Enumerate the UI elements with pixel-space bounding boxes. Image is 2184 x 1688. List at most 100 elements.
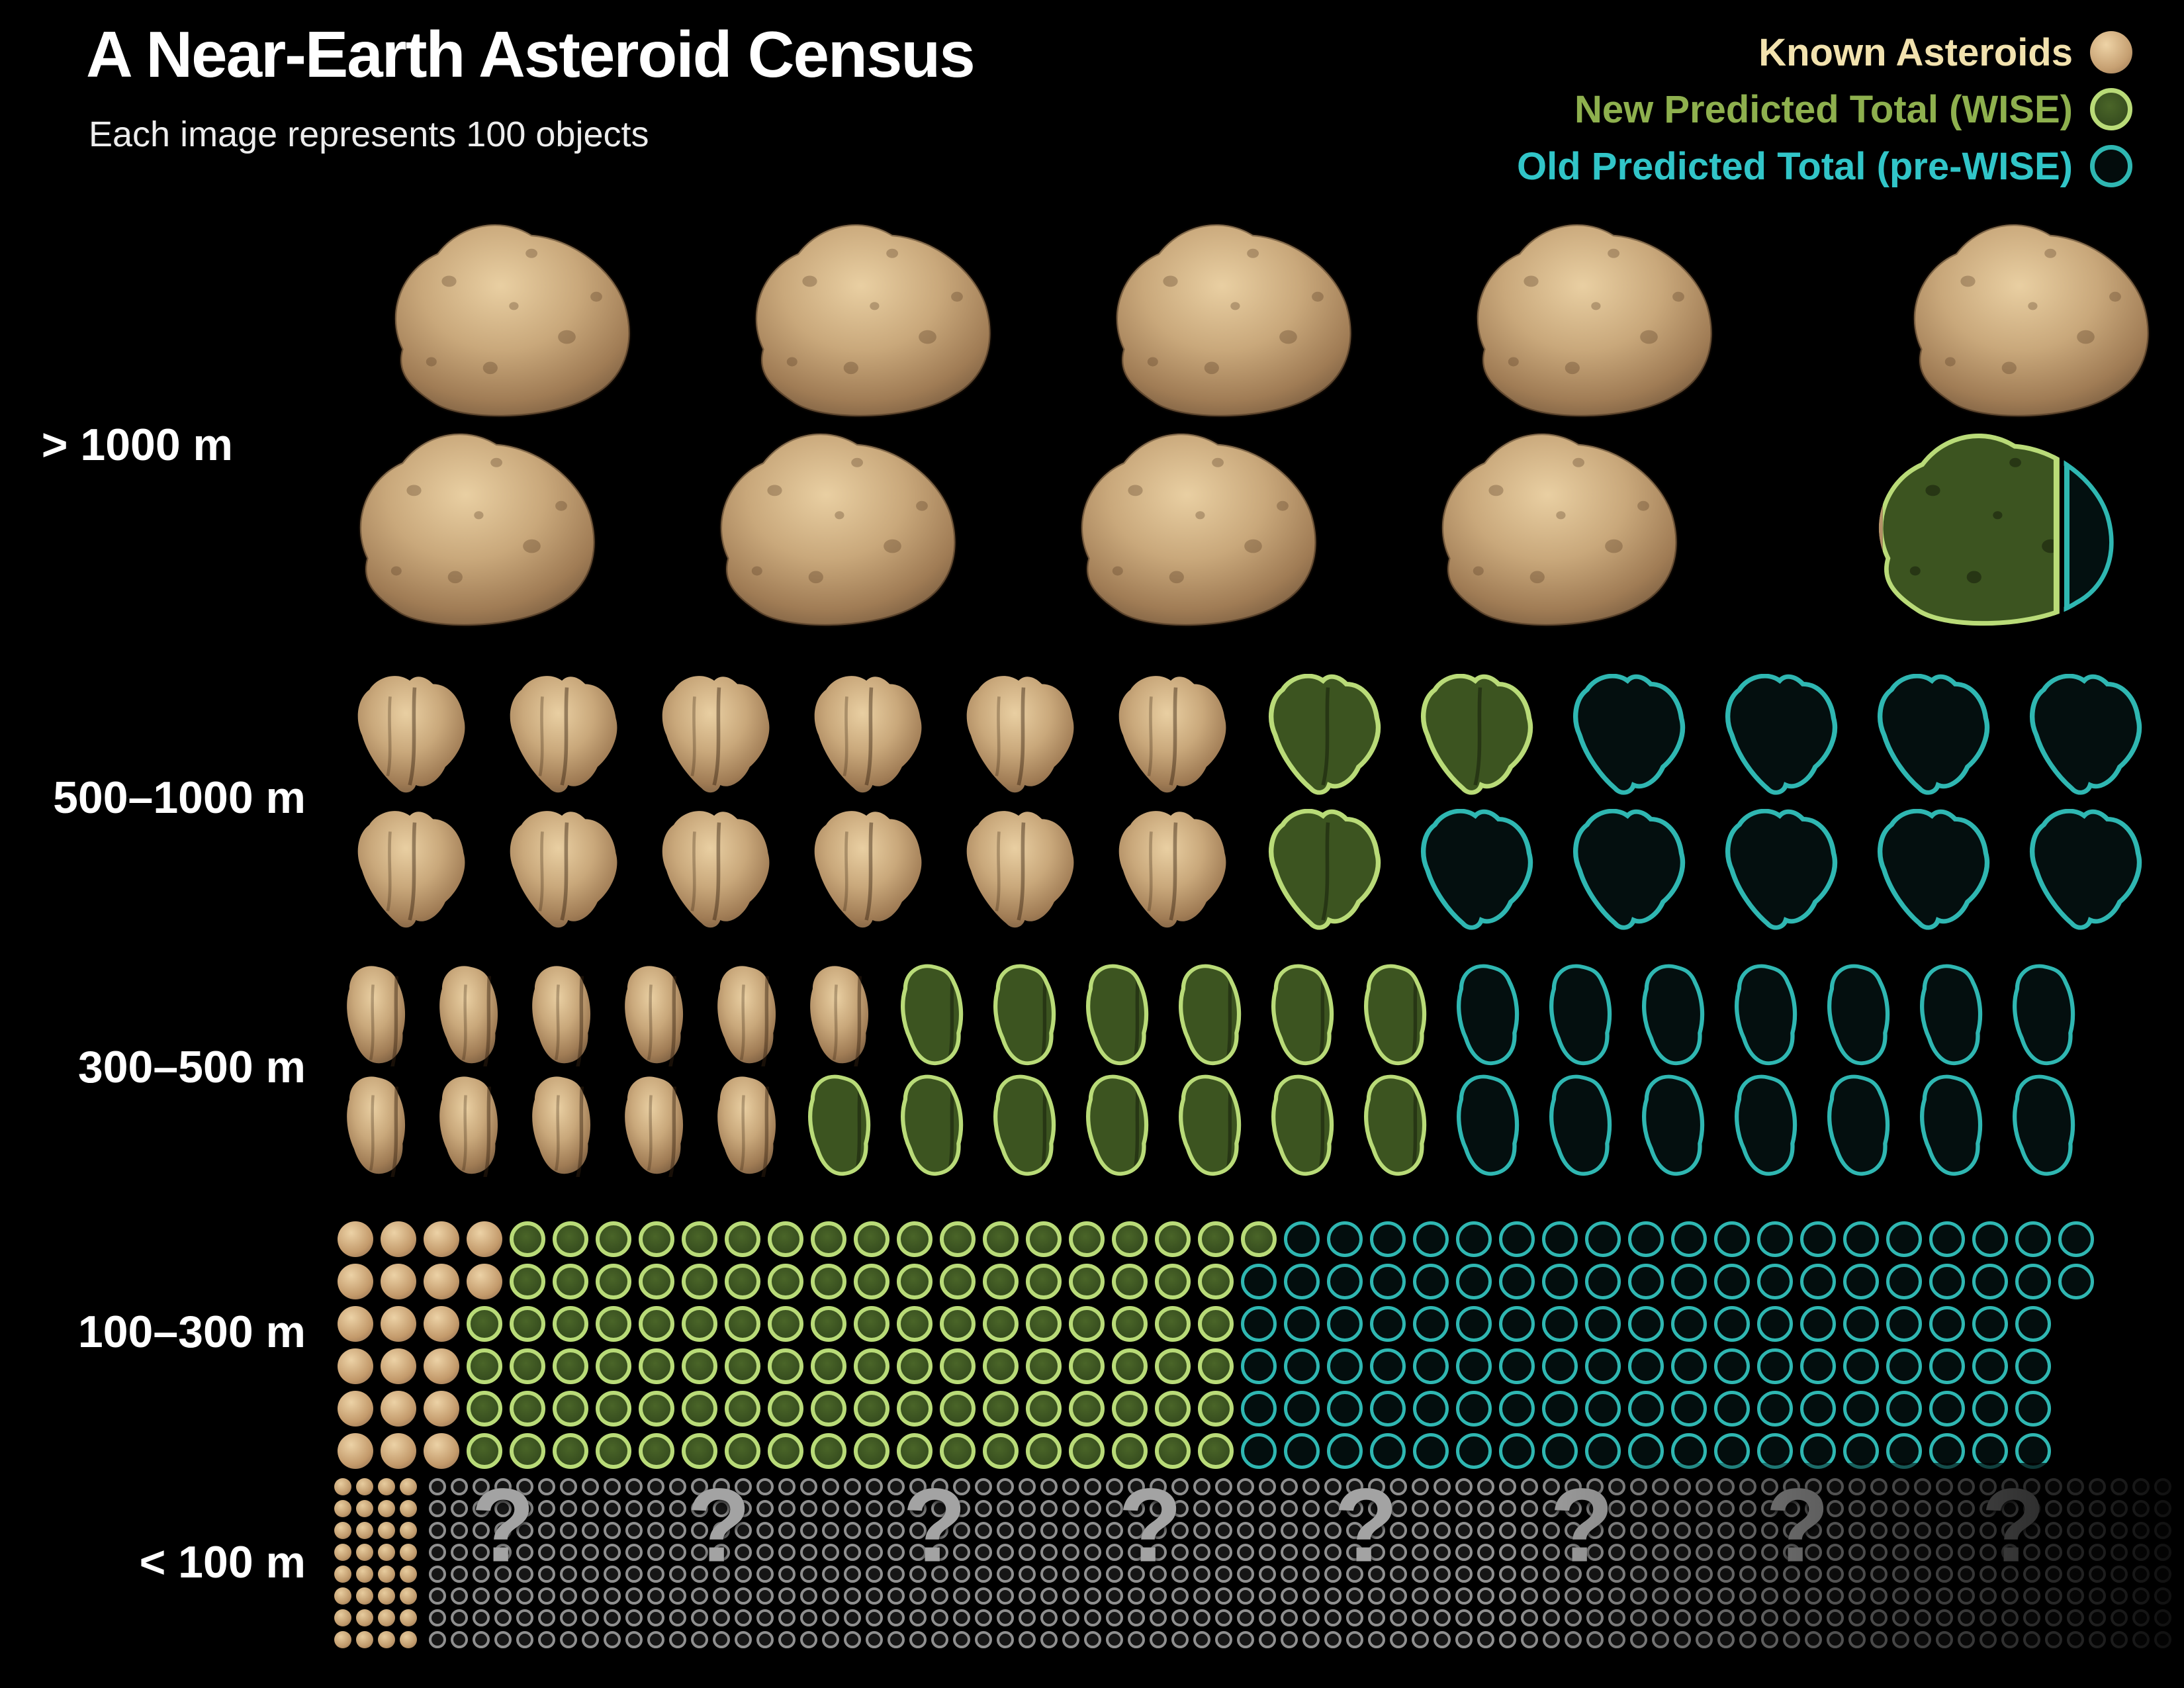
dot-icon-unknown-predicted bbox=[2089, 1478, 2106, 1495]
asteroid-icon-old-predicted bbox=[2015, 1221, 2051, 1257]
dot-icon-unknown-predicted bbox=[1150, 1478, 1167, 1495]
dot-icon-unknown-predicted bbox=[1171, 1609, 1189, 1626]
dot-icon-unknown-predicted bbox=[975, 1544, 992, 1561]
asteroid-icon-new-predicted bbox=[510, 1433, 545, 1469]
asteroid-icon-old-predicted bbox=[1735, 1074, 1797, 1176]
dot-icon-unknown-predicted bbox=[1281, 1478, 1298, 1495]
dot-icon-unknown-predicted bbox=[1848, 1566, 1866, 1583]
dot-icon-unknown-predicted bbox=[691, 1544, 708, 1561]
dot-icon-known bbox=[400, 1544, 417, 1561]
asteroid-icon-new-predicted bbox=[983, 1391, 1019, 1427]
dot-icon-unknown-predicted bbox=[1171, 1587, 1189, 1605]
dot-icon-unknown-predicted bbox=[1674, 1609, 1691, 1626]
dot-icon-unknown-predicted bbox=[1040, 1478, 1058, 1495]
dot-icon-unknown-predicted bbox=[1171, 1631, 1189, 1648]
dot-icon-unknown-predicted bbox=[2154, 1566, 2171, 1583]
asteroid-icon-new-predicted bbox=[1112, 1433, 1148, 1469]
dot-icon-unknown-predicted bbox=[1892, 1566, 1909, 1583]
dot-icon-unknown-predicted bbox=[473, 1566, 490, 1583]
dot-icon-unknown-predicted bbox=[2001, 1587, 2019, 1605]
asteroid-icon-new-predicted bbox=[1155, 1264, 1191, 1299]
dot-icon-unknown-predicted bbox=[1346, 1478, 1363, 1495]
legend-label-new-predicted: New Predicted Total (WISE) bbox=[1574, 87, 2073, 131]
asteroid-icon-old-predicted bbox=[1714, 1306, 1750, 1342]
asteroid-icon-old-predicted bbox=[1800, 1306, 1836, 1342]
dot-icon-unknown-predicted bbox=[1106, 1522, 1123, 1539]
asteroid-icon-new-predicted bbox=[467, 1306, 502, 1342]
dot-icon-unknown-predicted bbox=[1696, 1544, 1713, 1561]
dot-icon-known bbox=[334, 1587, 351, 1605]
dot-icon-unknown-predicted bbox=[1040, 1587, 1058, 1605]
dot-icon-unknown-predicted bbox=[713, 1587, 730, 1605]
dot-icon-unknown-predicted bbox=[1128, 1522, 1145, 1539]
asteroid-icon-new-predicted bbox=[639, 1433, 674, 1469]
dot-icon-unknown-predicted bbox=[1324, 1544, 1342, 1561]
dot-icon-unknown-predicted bbox=[1062, 1500, 1079, 1517]
dot-icon-unknown-predicted bbox=[560, 1609, 577, 1626]
dot-icon-unknown-predicted bbox=[1936, 1522, 1953, 1539]
asteroid-icon-old-predicted bbox=[1413, 1221, 1449, 1257]
dot-icon-unknown-predicted bbox=[2023, 1609, 2040, 1626]
asteroid-icon-old-predicted bbox=[1241, 1348, 1277, 1384]
asteroid-icon-known bbox=[393, 222, 631, 418]
asteroid-icon-known bbox=[357, 676, 465, 793]
dot-icon-unknown-predicted bbox=[997, 1566, 1014, 1583]
asteroid-icon-known bbox=[532, 966, 591, 1066]
dot-icon-unknown-predicted bbox=[1979, 1609, 1997, 1626]
dot-icon-unknown-predicted bbox=[1128, 1544, 1145, 1561]
dot-icon-unknown-predicted bbox=[1630, 1566, 1647, 1583]
asteroid-icon-old-predicted bbox=[1757, 1306, 1793, 1342]
dot-icon-unknown-predicted bbox=[822, 1478, 839, 1495]
dot-icon-unknown-predicted bbox=[451, 1609, 468, 1626]
asteroid-icon-old-predicted bbox=[1327, 1391, 1363, 1427]
dot-icon-unknown-predicted bbox=[1368, 1544, 1385, 1561]
dot-icon-unknown-predicted bbox=[1390, 1544, 1407, 1561]
asteroid-icon-known bbox=[810, 966, 869, 1066]
dot-icon-unknown-predicted bbox=[1237, 1609, 1254, 1626]
dot-icon-unknown-predicted bbox=[2067, 1500, 2084, 1517]
asteroid-icon-new-predicted bbox=[901, 1074, 964, 1177]
asteroid-icon-new-predicted bbox=[1026, 1306, 1062, 1342]
dot-icon-known bbox=[400, 1500, 417, 1517]
dot-icon-unknown-predicted bbox=[1565, 1631, 1582, 1648]
dot-icon-unknown-predicted bbox=[538, 1478, 555, 1495]
dot-icon-unknown-predicted bbox=[735, 1478, 752, 1495]
dot-icon-unknown-predicted bbox=[953, 1587, 970, 1605]
dot-icon-unknown-predicted bbox=[800, 1609, 817, 1626]
asteroid-icon-known bbox=[1118, 811, 1226, 928]
asteroid-icon-new-predicted bbox=[1112, 1264, 1148, 1299]
dot-icon-unknown-predicted bbox=[1936, 1631, 1953, 1648]
asteroid-icon-new-predicted bbox=[725, 1221, 760, 1257]
dot-icon-unknown-predicted bbox=[1390, 1566, 1407, 1583]
dot-icon-unknown-predicted bbox=[1914, 1587, 1931, 1605]
dot-icon-unknown-predicted bbox=[1171, 1566, 1189, 1583]
asteroid-icon-known bbox=[1912, 222, 2150, 418]
dot-icon-unknown-predicted bbox=[1608, 1587, 1625, 1605]
dot-icon-unknown-predicted bbox=[1696, 1566, 1713, 1583]
asteroid-icon-old-predicted bbox=[1370, 1264, 1406, 1299]
dot-icon-unknown-predicted bbox=[538, 1544, 555, 1561]
dot-icon-unknown-predicted bbox=[1281, 1500, 1298, 1517]
asteroid-icon-old-predicted bbox=[1456, 1306, 1492, 1342]
dot-icon-unknown-predicted bbox=[1455, 1544, 1473, 1561]
asteroid-icon-known bbox=[719, 432, 957, 628]
dot-icon-unknown-predicted bbox=[735, 1587, 752, 1605]
asteroid-icon-new-predicted bbox=[553, 1433, 588, 1469]
asteroid-icon-new-predicted bbox=[1198, 1391, 1234, 1427]
asteroid-icon-new-predicted bbox=[897, 1264, 933, 1299]
dot-icon-unknown-predicted bbox=[822, 1609, 839, 1626]
dot-icon-unknown-predicted bbox=[1914, 1478, 1931, 1495]
dot-icon-unknown-predicted bbox=[1521, 1478, 1538, 1495]
asteroid-icon-old-predicted bbox=[1284, 1221, 1320, 1257]
dot-icon-unknown-predicted bbox=[516, 1609, 533, 1626]
dot-icon-unknown-predicted bbox=[1346, 1587, 1363, 1605]
dot-icon-unknown-predicted bbox=[953, 1478, 970, 1495]
asteroid-icon-new-predicted bbox=[1112, 1391, 1148, 1427]
dot-icon-unknown-predicted bbox=[647, 1478, 664, 1495]
dot-icon-unknown-predicted bbox=[2154, 1544, 2171, 1561]
dot-icon-unknown-predicted bbox=[1827, 1609, 1844, 1626]
dot-icon-unknown-predicted bbox=[2089, 1566, 2106, 1583]
dot-icon-unknown-predicted bbox=[1499, 1478, 1516, 1495]
asteroid-icon-new-predicted bbox=[897, 1348, 933, 1384]
